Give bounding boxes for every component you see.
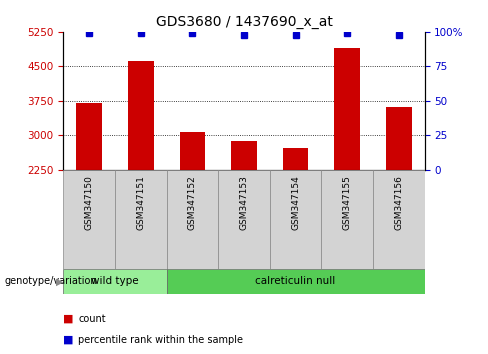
Bar [63,269,166,294]
Bar [128,61,154,170]
Bar [373,170,425,269]
Text: GSM347152: GSM347152 [188,175,197,230]
Bar [386,107,412,170]
Bar [270,170,322,269]
Bar [76,103,102,170]
Text: count: count [78,314,106,324]
Bar [334,48,360,170]
Text: GSM347155: GSM347155 [343,175,352,230]
Bar [166,170,218,269]
Text: GSM347156: GSM347156 [394,175,403,230]
Text: ■: ■ [63,314,74,324]
Text: GSM347151: GSM347151 [136,175,145,230]
Bar [322,170,373,269]
Title: GDS3680 / 1437690_x_at: GDS3680 / 1437690_x_at [156,16,332,29]
Text: ▶: ▶ [56,276,63,286]
Text: GSM347150: GSM347150 [85,175,94,230]
Bar [231,141,257,170]
Bar [218,170,270,269]
Text: GSM347154: GSM347154 [291,175,300,230]
Bar [63,170,115,269]
Text: percentile rank within the sample: percentile rank within the sample [78,335,243,345]
Bar [166,269,425,294]
Bar [115,170,166,269]
Text: GSM347153: GSM347153 [240,175,248,230]
Text: genotype/variation: genotype/variation [5,276,98,286]
Bar [283,148,308,170]
Text: wild type: wild type [91,276,139,286]
Text: calreticulin null: calreticulin null [255,276,336,286]
Bar [180,132,205,170]
Text: ■: ■ [63,335,74,345]
